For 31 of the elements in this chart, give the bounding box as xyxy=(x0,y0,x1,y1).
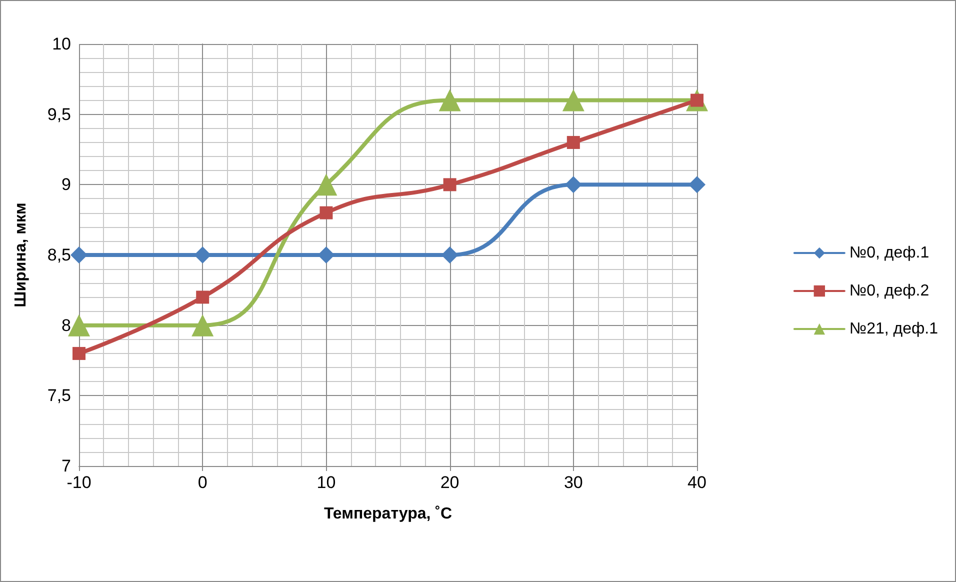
y-tick-label: 10 xyxy=(52,34,71,54)
point xyxy=(320,206,333,220)
x-axis-title: Температура, ˚C xyxy=(324,506,452,522)
y-tick-label: 8,5 xyxy=(47,246,71,264)
y-tick-label: 7 xyxy=(62,456,71,476)
point xyxy=(441,246,458,264)
point xyxy=(318,246,335,264)
point xyxy=(192,314,214,336)
y-tick-label: 9 xyxy=(62,175,71,194)
x-tick-label: 10 xyxy=(316,473,336,492)
y-tick-label: 9,5 xyxy=(47,104,71,124)
point xyxy=(70,246,88,264)
x-tick-label: 0 xyxy=(198,473,208,492)
y-tick-label: 8 xyxy=(62,316,71,335)
legend-label: №0, деф.1 xyxy=(849,244,930,262)
point xyxy=(566,136,580,149)
point xyxy=(196,290,210,304)
y-tick-label: 7,5 xyxy=(47,386,71,406)
x-tick-label: -10 xyxy=(66,473,92,492)
x-tick-label: 30 xyxy=(564,473,583,492)
point xyxy=(562,89,584,112)
point xyxy=(438,89,461,112)
point xyxy=(688,176,706,194)
point xyxy=(564,176,582,194)
point xyxy=(72,346,86,360)
x-tick-label: 20 xyxy=(440,473,460,492)
y-axis-title: Ширина, мкм xyxy=(12,202,30,308)
legend-label: №0, деф.2 xyxy=(849,282,930,300)
point xyxy=(443,178,456,192)
legend-label: №21, деф.1 xyxy=(849,320,938,338)
x-tick-label: 40 xyxy=(688,473,706,492)
